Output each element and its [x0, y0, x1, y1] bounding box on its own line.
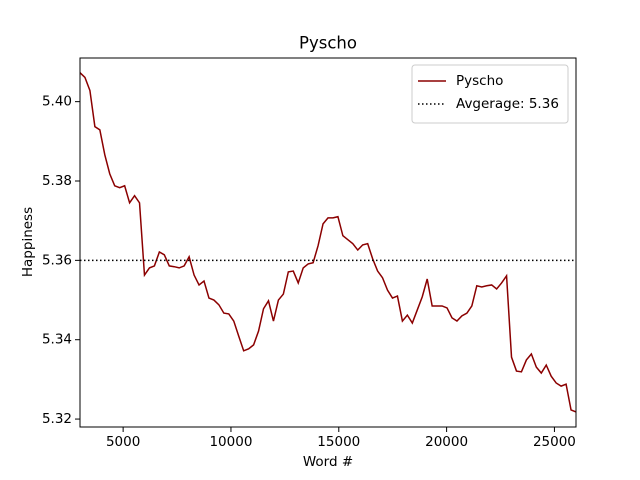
x-tick-label: 10000	[209, 434, 252, 450]
x-tick-label: 25000	[533, 434, 576, 450]
x-tick-label: 20000	[425, 434, 468, 450]
data-line	[80, 72, 576, 413]
y-tick-label: 5.40	[42, 94, 72, 110]
legend-label: Avgerage: 5.36	[456, 96, 559, 112]
y-tick-label: 5.32	[42, 411, 72, 427]
y-tick-label: 5.36	[42, 252, 72, 268]
y-axis-label: Happiness	[20, 207, 36, 277]
plot-frame	[79, 57, 577, 428]
chart-title: Pyscho	[299, 34, 357, 53]
legend-label: Pyscho	[456, 73, 503, 89]
x-tick-label: 15000	[317, 434, 360, 450]
y-tick-label: 5.34	[42, 332, 72, 348]
x-axis-label: Word #	[303, 454, 353, 470]
legend-box	[411, 64, 569, 124]
y-tick-label: 5.38	[42, 173, 72, 189]
x-tick-label: 5000	[106, 434, 140, 450]
